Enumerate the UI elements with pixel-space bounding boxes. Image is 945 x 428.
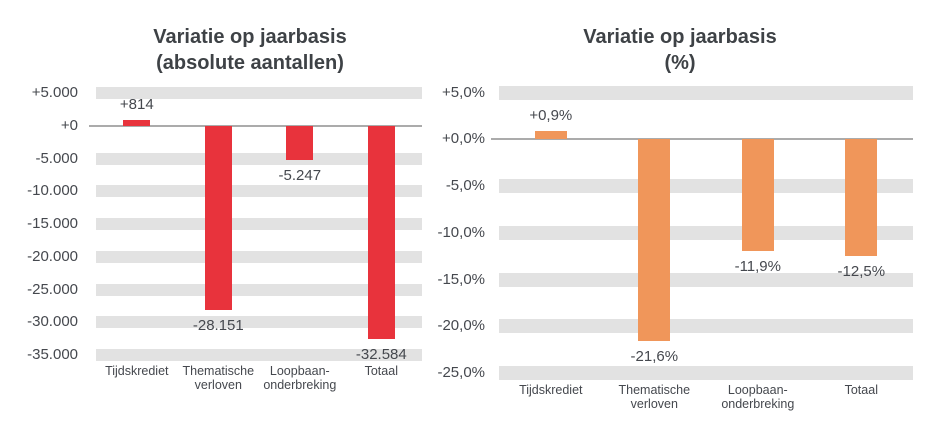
x-axis-label-tijdskrediet: Tijdskrediet — [105, 364, 169, 378]
data-label-tijdskrediet: +0,9% — [529, 106, 573, 124]
bar-tijdskrediet — [123, 120, 151, 126]
y-axis-tick-label: -15.000 — [27, 215, 78, 232]
gridline-band — [499, 366, 913, 380]
y-axis-tick-label: -5,0% — [445, 177, 485, 194]
data-label-loopbaan: -11,9% — [734, 257, 781, 275]
y-axis-tick-label: -30.000 — [27, 313, 78, 331]
x-axis-label-thematische: Thematische verloven — [182, 364, 255, 392]
gridline-band — [499, 85, 913, 100]
y-axis-tick-label: -20.000 — [27, 247, 78, 265]
y-axis-tick-label: -10,0% — [437, 223, 485, 241]
bar-tijdskrediet — [534, 130, 567, 140]
y-axis-tick-label: +0 — [60, 116, 78, 134]
x-axis-label-loopbaan: Loopbaan- onderbreking — [721, 383, 795, 411]
gridline-band — [96, 250, 422, 263]
chart-title-percent: Variatie op jaarbasis (%) — [520, 24, 840, 76]
y-axis-tick-label: +0,0% — [442, 130, 485, 148]
data-label-totaal: -32.584 — [355, 346, 407, 364]
data-label-totaal: -12,5% — [837, 263, 886, 281]
chart-title-line1: Variatie op jaarbasis — [153, 26, 347, 48]
x-axis-label-loopbaan: Loopbaan- onderbreking — [263, 364, 337, 392]
bar-totaal — [367, 125, 395, 340]
gridline-band — [96, 87, 422, 99]
chart-title-absolute: Variatie op jaarbasis (absolute aantallen… — [90, 24, 410, 76]
chart-title-line2: (absolute aantallen) — [156, 52, 344, 74]
chart-title-line1: Variatie op jaarbasis — [583, 26, 777, 48]
y-axis-tick-label: -25.000 — [27, 280, 78, 298]
zero-axis-line — [89, 124, 422, 127]
y-axis-tick-label: -35.000 — [27, 346, 78, 363]
bar-thematische — [638, 139, 671, 342]
gridline-band — [96, 218, 422, 230]
y-axis-tick-label: -5.000 — [35, 149, 78, 167]
data-label-thematische: -21,6% — [630, 348, 679, 366]
data-label-thematische: -28.151 — [192, 317, 244, 335]
bar-thematische — [204, 125, 232, 311]
data-label-loopbaan: -5.247 — [278, 167, 322, 185]
gridline-band — [96, 316, 422, 329]
gridline-band — [499, 179, 913, 193]
data-label-tijdskrediet: +814 — [119, 96, 154, 114]
chart-title-line2: (%) — [664, 52, 696, 74]
gridline-band — [96, 152, 422, 165]
y-axis-tick-label: -10.000 — [27, 182, 78, 200]
gridline-band — [499, 272, 913, 287]
x-axis-label-tijdskrediet: Tijdskrediet — [519, 383, 583, 397]
x-axis-label-totaal: Totaal — [364, 364, 398, 378]
gridline-band — [96, 283, 422, 296]
y-axis-tick-label: +5.000 — [31, 84, 78, 101]
gridline-band — [499, 319, 913, 334]
y-axis-tick-label: -15,0% — [437, 270, 485, 288]
bar-loopbaan — [286, 125, 314, 161]
bar-loopbaan — [741, 139, 774, 251]
x-axis-label-thematische: Thematische verloven — [618, 383, 691, 411]
zero-axis-line — [491, 138, 913, 141]
y-axis-tick-label: +5,0% — [442, 83, 485, 101]
gridline-band — [96, 185, 422, 198]
x-axis-label-totaal: Totaal — [844, 383, 878, 397]
bar-totaal — [845, 139, 878, 257]
y-axis-tick-label: -20,0% — [437, 317, 485, 335]
y-axis-tick-label: -25,0% — [437, 364, 485, 381]
gridline-band — [499, 225, 913, 240]
gridline-band — [96, 349, 422, 361]
